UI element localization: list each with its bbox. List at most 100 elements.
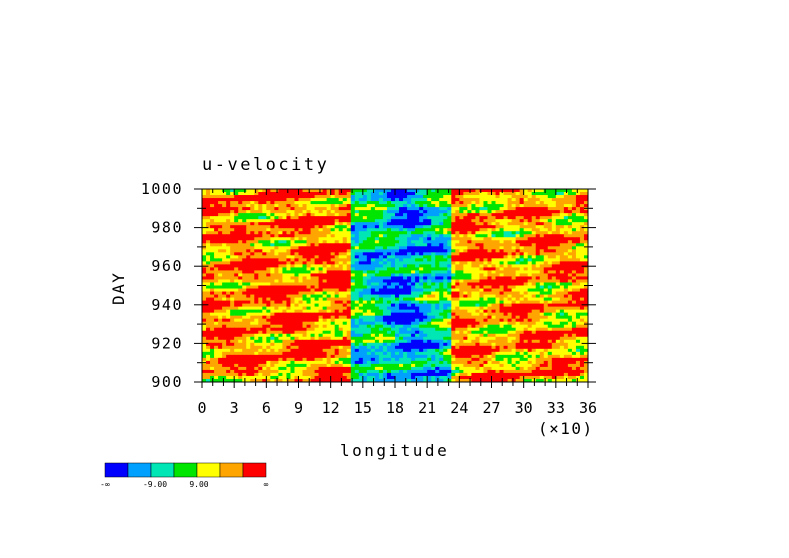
heat-cell	[354, 201, 360, 205]
heat-cell	[386, 207, 392, 211]
heat-cell	[579, 201, 585, 205]
heat-cell	[439, 294, 444, 298]
heat-cell	[495, 249, 500, 253]
heat-cell	[302, 273, 307, 277]
heat-cell	[511, 282, 517, 286]
heat-cell	[250, 327, 255, 332]
heat-cell	[354, 297, 360, 301]
heat-cell	[262, 219, 267, 223]
heat-cell	[370, 258, 376, 262]
heat-cell	[202, 219, 207, 223]
heat-cell	[419, 246, 424, 250]
heat-cell	[282, 192, 287, 196]
heat-cell	[290, 267, 295, 271]
heat-cell	[411, 222, 416, 226]
heat-cell	[563, 315, 569, 320]
heat-cell	[330, 234, 336, 238]
heat-cell	[459, 225, 464, 229]
heat-cell	[334, 297, 340, 301]
heat-cell	[246, 201, 251, 205]
heat-cell	[210, 264, 215, 268]
heat-cell	[238, 225, 243, 229]
heat-cell	[346, 291, 352, 295]
heat-cell	[475, 264, 480, 268]
heat-cell	[254, 270, 259, 274]
heat-cell	[278, 339, 283, 344]
heat-cell	[282, 204, 287, 208]
heat-cell	[322, 264, 328, 268]
heat-cell	[330, 252, 336, 256]
heat-cell	[487, 330, 492, 335]
heat-cell	[278, 201, 283, 205]
heat-cell	[334, 312, 340, 317]
heat-cell	[390, 336, 396, 341]
heat-cell	[447, 297, 452, 301]
heat-cell	[234, 249, 239, 253]
heat-cell	[399, 324, 404, 329]
heat-cell	[210, 255, 215, 259]
heat-cell	[535, 213, 541, 217]
heat-cell	[415, 255, 420, 259]
heat-cell	[214, 258, 219, 262]
heat-cell	[475, 303, 480, 308]
heat-cell	[306, 225, 311, 229]
heat-cell	[358, 198, 364, 202]
heat-cell	[563, 300, 569, 304]
heat-cell	[419, 309, 424, 314]
heat-cell	[246, 261, 251, 265]
heat-cell	[539, 309, 545, 314]
heat-cell	[455, 336, 460, 341]
heat-cell	[447, 231, 452, 235]
heat-cell	[386, 210, 392, 214]
heat-cell	[354, 210, 360, 214]
heat-cell	[230, 249, 235, 253]
heat-cell	[519, 198, 525, 202]
heat-cell	[503, 294, 508, 298]
heat-cell	[507, 264, 512, 268]
heat-cell	[270, 207, 275, 211]
heat-cell	[499, 267, 504, 271]
heat-cell	[463, 270, 468, 274]
heat-cell	[270, 192, 275, 196]
heat-cell	[350, 312, 356, 317]
heat-cell	[294, 273, 299, 277]
heat-cell	[495, 339, 500, 344]
heat-cell	[258, 291, 263, 295]
heat-cell	[479, 288, 484, 292]
heat-cell	[286, 249, 291, 253]
heat-cell	[366, 318, 372, 323]
heat-cell	[214, 309, 219, 314]
heat-cell	[399, 318, 404, 323]
heat-cell	[206, 324, 211, 329]
heat-cell	[302, 327, 307, 332]
heat-cell	[459, 282, 464, 286]
heat-cell	[503, 201, 508, 205]
heat-cell	[487, 297, 492, 301]
heat-cell	[583, 333, 589, 338]
heat-cell	[366, 249, 372, 253]
heat-cell	[386, 246, 392, 250]
heat-cell	[234, 291, 239, 295]
heat-cell	[467, 330, 472, 335]
heat-cell	[390, 195, 396, 199]
heat-cell	[362, 198, 368, 202]
heat-cell	[214, 300, 219, 304]
heat-cell	[234, 225, 239, 229]
heat-cell	[362, 201, 368, 205]
heat-cell	[571, 312, 577, 317]
heat-cell	[479, 336, 484, 341]
heat-cell	[358, 339, 364, 344]
heat-cell	[555, 303, 561, 308]
heat-cell	[322, 294, 328, 298]
heat-cell	[547, 189, 553, 193]
heat-cell	[314, 312, 319, 317]
heat-cell	[362, 294, 368, 298]
heat-cell	[583, 282, 589, 286]
heat-cell	[286, 201, 291, 205]
heat-cell	[346, 300, 352, 304]
heat-cell	[559, 222, 565, 226]
heat-cell	[475, 252, 480, 256]
heat-cell	[230, 285, 235, 289]
heat-cell	[322, 210, 328, 214]
heat-cell	[366, 300, 372, 304]
